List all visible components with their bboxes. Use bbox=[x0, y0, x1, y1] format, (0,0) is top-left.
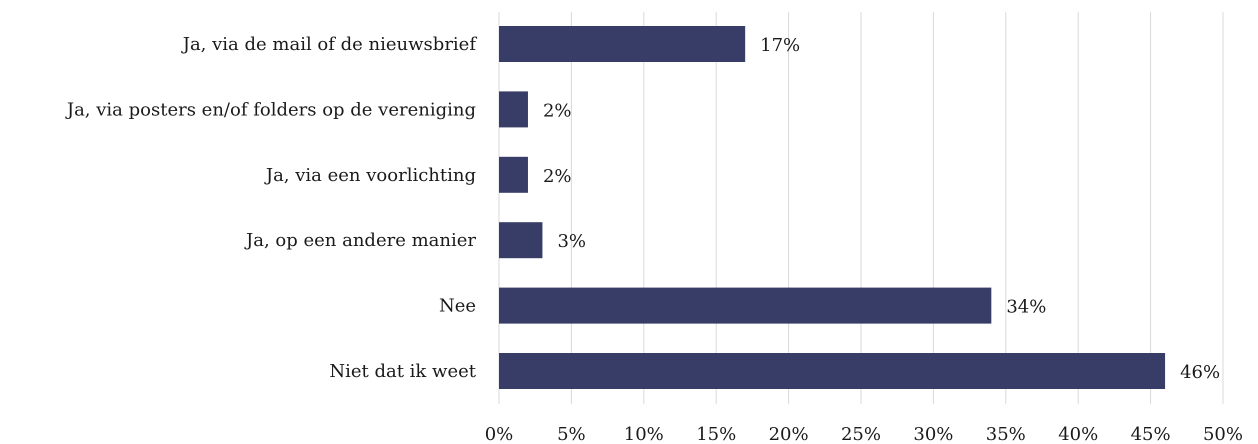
category-label: Ja, via de mail of de nieuwsbrief bbox=[181, 34, 478, 55]
data-label: 2% bbox=[543, 100, 572, 121]
gridlines bbox=[498, 12, 1224, 404]
data-label: 3% bbox=[557, 231, 586, 252]
bar bbox=[499, 222, 543, 259]
category-label: Ja, via posters en/of folders op de vere… bbox=[65, 99, 476, 120]
category-labels: Ja, via de mail of de nieuwsbrief Ja, via… bbox=[65, 34, 477, 382]
data-label: 17% bbox=[760, 35, 800, 56]
x-tick-label: 10% bbox=[624, 424, 664, 444]
bar bbox=[499, 353, 1166, 389]
bar bbox=[499, 156, 528, 193]
x-tick-label: 30% bbox=[913, 424, 953, 444]
category-label: Ja, op een andere manier bbox=[244, 230, 476, 251]
bar bbox=[499, 287, 992, 324]
data-label: 34% bbox=[1006, 297, 1046, 318]
x-tick-label: 40% bbox=[1058, 424, 1098, 444]
x-tick-label: 50% bbox=[1203, 424, 1243, 444]
data-label: 2% bbox=[543, 166, 572, 187]
x-axis-tick-labels: 0% 5% 10% 15% 20% 25% 30% 35% 40% 45% 50% bbox=[485, 424, 1243, 444]
category-label: Niet dat ik weet bbox=[329, 361, 476, 382]
data-labels: 17% 2% 2% 3% 34% 46% bbox=[543, 35, 1220, 383]
bars bbox=[499, 26, 1166, 389]
x-tick-label: 35% bbox=[986, 424, 1026, 444]
data-label: 46% bbox=[1180, 362, 1220, 383]
bar bbox=[499, 26, 746, 62]
x-tick-label: 15% bbox=[696, 424, 736, 444]
category-label: Nee bbox=[439, 296, 476, 317]
category-label: Ja, via een voorlichting bbox=[264, 165, 476, 186]
x-tick-label: 25% bbox=[841, 424, 881, 444]
x-tick-label: 0% bbox=[485, 424, 514, 444]
x-tick-label: 5% bbox=[557, 424, 586, 444]
x-tick-label: 45% bbox=[1131, 424, 1171, 444]
x-tick-label: 20% bbox=[769, 424, 809, 444]
bar bbox=[499, 91, 528, 128]
